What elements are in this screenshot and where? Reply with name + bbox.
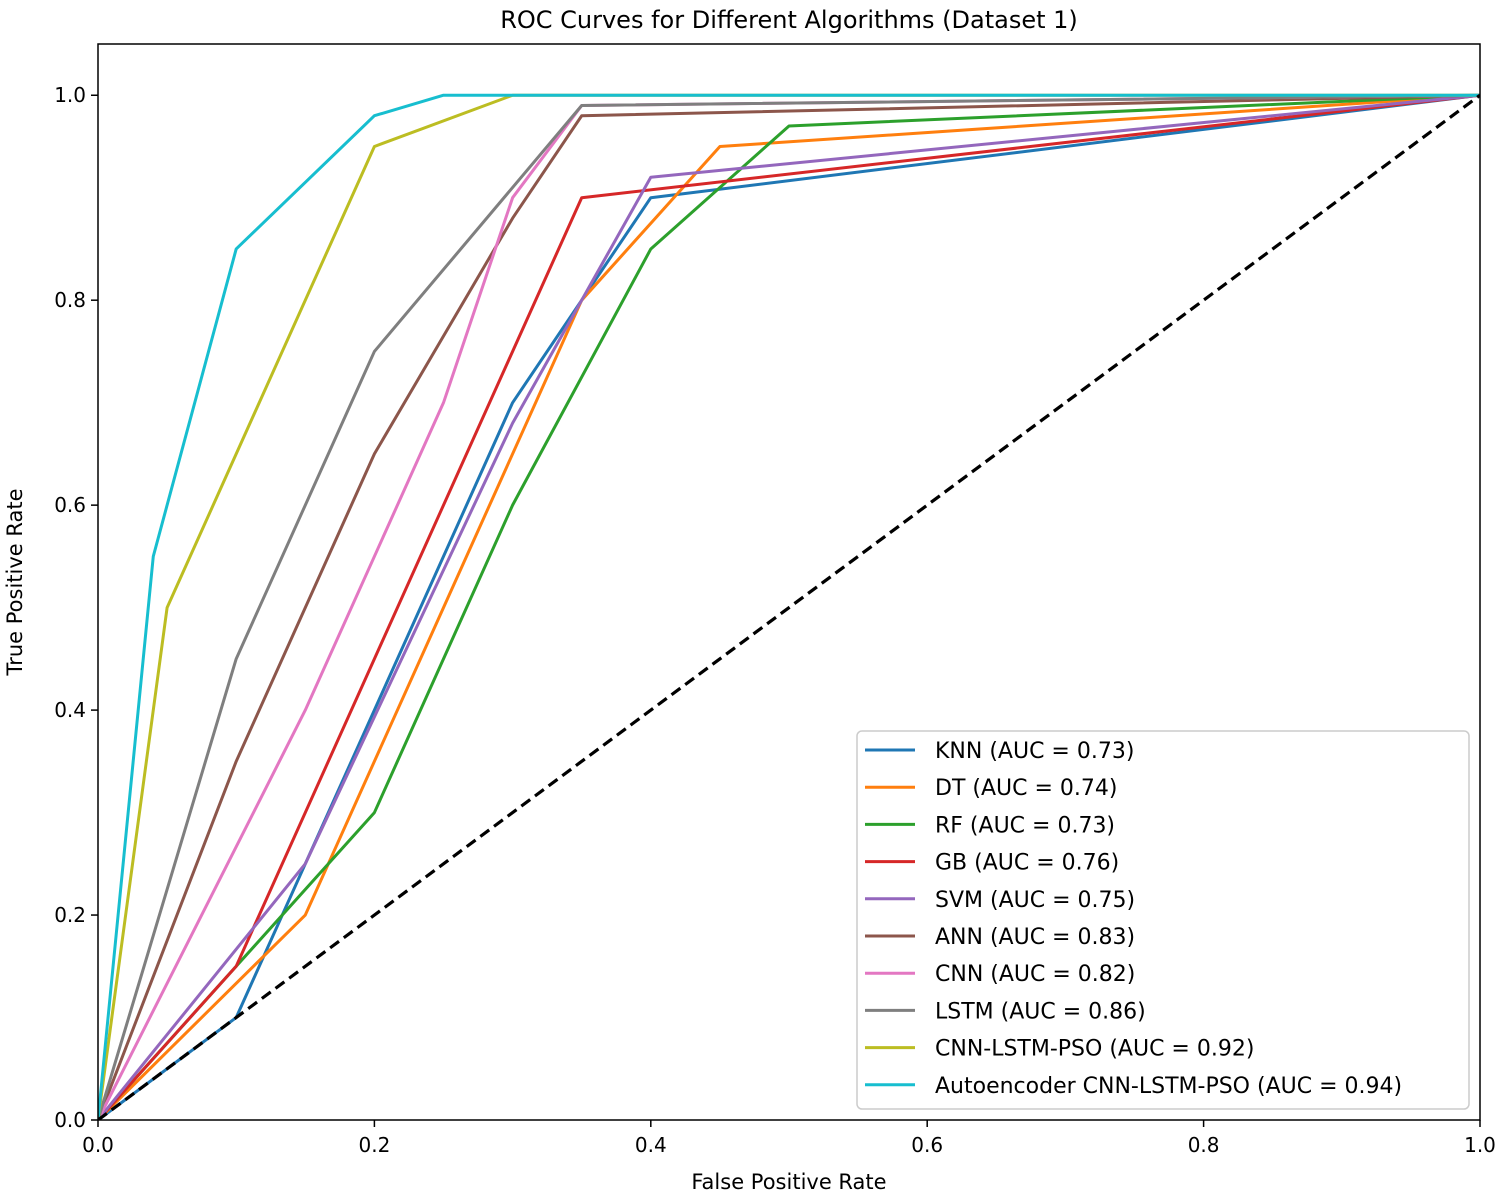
- x-tick-label: 0.6: [911, 1133, 943, 1157]
- y-axis-label: True Positive Rate: [3, 488, 27, 676]
- series-line-knn: [98, 93, 1480, 1120]
- x-tick-label: 0.2: [358, 1133, 390, 1157]
- y-tick-label: 0.6: [54, 493, 86, 517]
- series-line-lstm: [98, 93, 1480, 1120]
- legend-label: ANN (AUC = 0.83): [935, 925, 1135, 950]
- legend-frame: [856, 730, 1470, 1110]
- legend-label: SVM (AUC = 0.75): [935, 888, 1135, 913]
- legend-entry-autoencoder-cnn-lstm-pso: Autoencoder CNN-LSTM-PSO (AUC = 0.94): [865, 1074, 1402, 1099]
- x-tick-label: 0.8: [1188, 1133, 1220, 1157]
- series-line-ann: [98, 93, 1480, 1120]
- y-tick-label: 1.0: [54, 83, 86, 107]
- legend-entry-svm: SVM (AUC = 0.75): [865, 888, 1135, 913]
- legend-entry-knn: KNN (AUC = 0.73): [865, 739, 1134, 764]
- legend-label: KNN (AUC = 0.73): [935, 739, 1134, 764]
- legend: KNN (AUC = 0.73) DT (AUC = 0.74) RF (AUC =…: [856, 730, 1470, 1110]
- legend-label: RF (AUC = 0.73): [935, 813, 1115, 838]
- chance-reference-line: [98, 93, 1480, 1120]
- legend-label: GB (AUC = 0.76): [935, 851, 1119, 876]
- legend-entry-cnn: CNN (AUC = 0.82): [865, 962, 1135, 987]
- legend-entry-cnn-lstm-pso: CNN-LSTM-PSO (AUC = 0.92): [865, 1037, 1254, 1062]
- y-tick-label: 0.0: [54, 1108, 86, 1132]
- x-tick-label: 0.4: [635, 1133, 667, 1157]
- plot-frame: [97, 43, 1481, 1121]
- legend-label: CNN (AUC = 0.82): [935, 962, 1135, 987]
- legend-label: Autoencoder CNN-LSTM-PSO (AUC = 0.94): [935, 1074, 1402, 1099]
- x-tick-label: 1.0: [1464, 1133, 1496, 1157]
- legend-entry-rf: RF (AUC = 0.73): [865, 813, 1115, 838]
- legend-label: LSTM (AUC = 0.86): [935, 999, 1146, 1024]
- y-tick-label: 0.4: [54, 698, 86, 722]
- series-line-gb: [98, 93, 1480, 1120]
- y-tick-label: 0.8: [54, 288, 86, 312]
- legend-label: DT (AUC = 0.74): [935, 776, 1117, 801]
- legend-entry-lstm: LSTM (AUC = 0.86): [865, 999, 1146, 1024]
- y-tick-label: 0.2: [54, 903, 86, 927]
- legend-entry-ann: ANN (AUC = 0.83): [865, 925, 1135, 950]
- series-line-autoencoder-cnn-lstm-pso: [98, 93, 1480, 1120]
- x-axis-label: False Positive Rate: [691, 1170, 886, 1194]
- chart-title: ROC Curves for Different Algorithms (Dat…: [500, 6, 1078, 34]
- series-line-svm: [98, 93, 1480, 1120]
- legend-entry-gb: GB (AUC = 0.76): [865, 851, 1119, 876]
- legend-entry-dt: DT (AUC = 0.74): [865, 776, 1117, 801]
- x-tick-label: 0.0: [82, 1133, 114, 1157]
- legend-label: CNN-LSTM-PSO (AUC = 0.92): [935, 1037, 1254, 1062]
